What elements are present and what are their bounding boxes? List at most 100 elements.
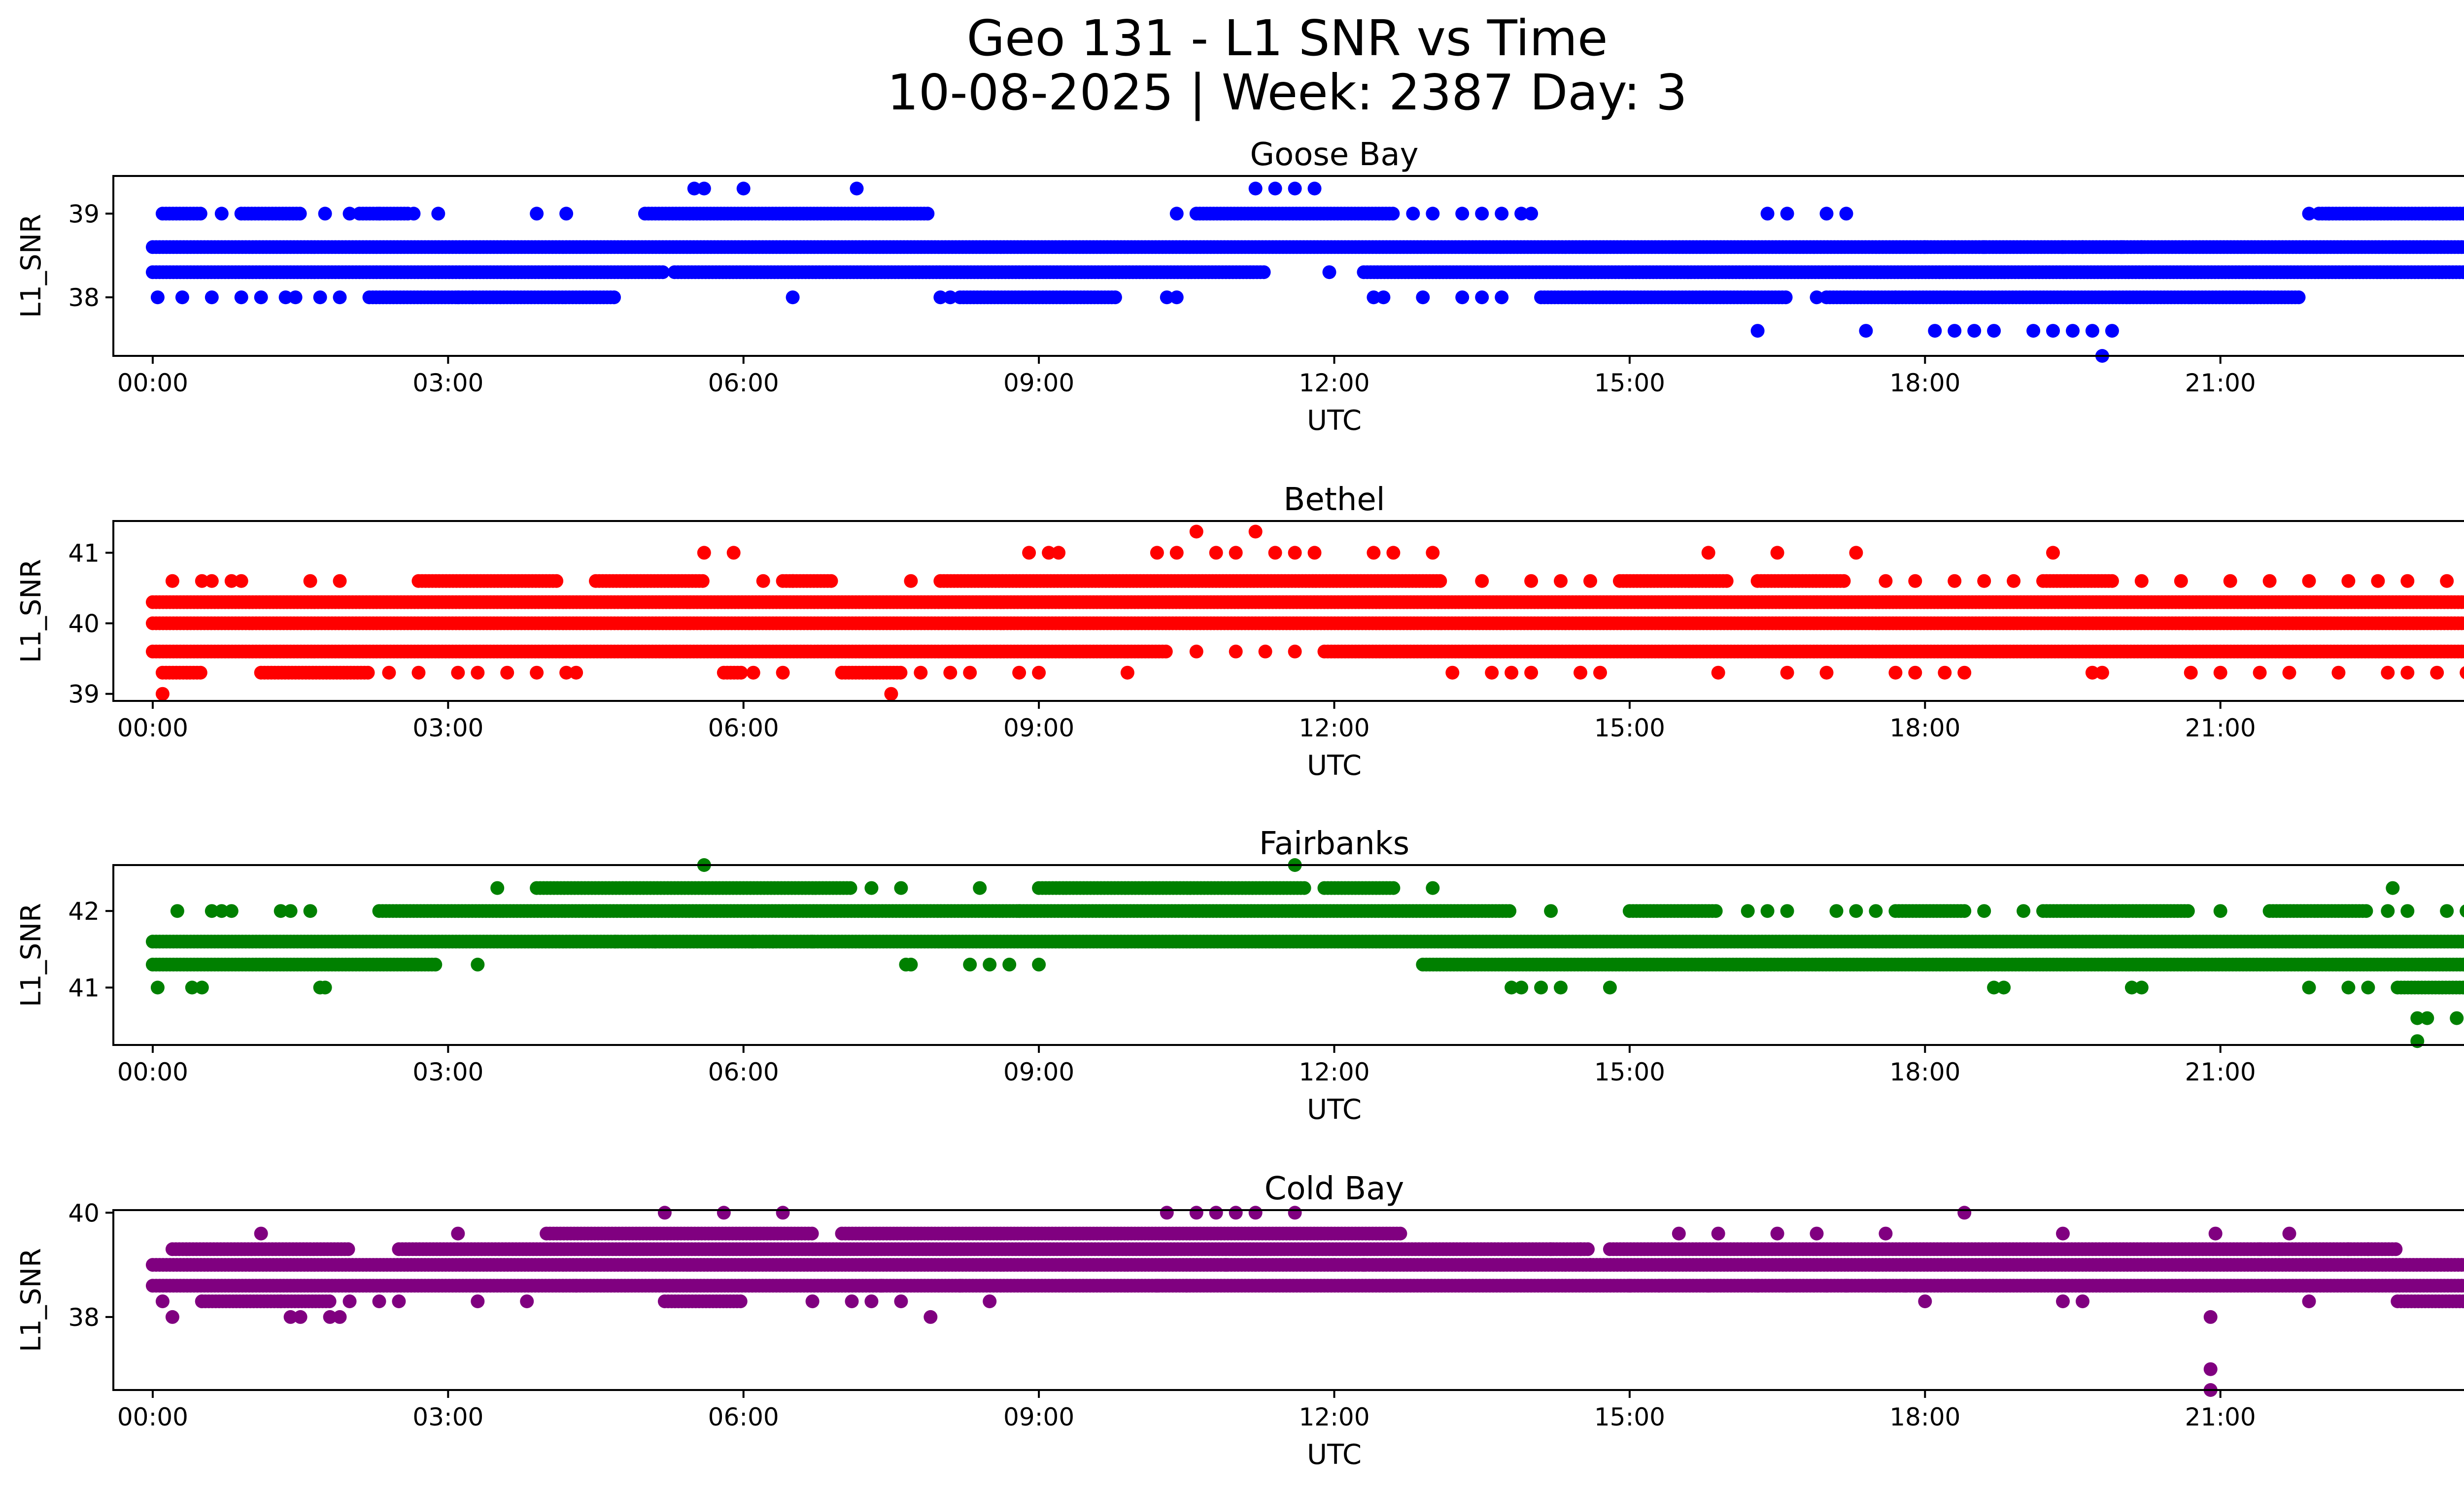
data-point: [2134, 240, 2149, 254]
data-point: [361, 665, 375, 680]
data-point: [1426, 546, 1440, 560]
data-point: [1288, 181, 1302, 196]
data-point: [850, 181, 864, 196]
data-point: [2292, 290, 2306, 305]
data-point: [695, 574, 710, 588]
data-point: [2381, 665, 2395, 680]
data-point: [1977, 240, 1991, 254]
data-point: [893, 665, 908, 680]
data-point: [1948, 240, 1962, 254]
y-tick-label: 41: [68, 539, 100, 567]
subplot-title: Fairbanks: [1259, 826, 1409, 862]
y-tick-label: 40: [68, 610, 100, 638]
data-point: [963, 665, 977, 680]
data-point: [1593, 665, 1607, 680]
data-point: [2302, 207, 2316, 221]
data-point: [1108, 290, 1122, 305]
data-point: [1159, 644, 1173, 659]
data-point: [2331, 665, 2346, 680]
data-points: [145, 524, 2464, 701]
data-point: [1307, 546, 1322, 560]
data-point: [1189, 524, 1203, 539]
data-point: [1012, 665, 1027, 680]
data-point: [2085, 324, 2099, 338]
x-tick-label: 12:00: [1299, 369, 1369, 397]
data-point: [1367, 546, 1381, 560]
axes-frame: [112, 520, 2464, 702]
data-point: [2262, 574, 2277, 588]
data-point: [2046, 546, 2060, 560]
data-point: [1386, 207, 1400, 221]
data-point: [1475, 574, 1489, 588]
data-point: [2302, 574, 2316, 588]
data-point: [333, 290, 347, 305]
data-point: [2223, 574, 2237, 588]
data-point: [1770, 546, 1784, 560]
data-point: [2213, 665, 2227, 680]
data-point: [471, 665, 485, 680]
x-tick-label: 12:00: [1299, 714, 1369, 742]
data-point: [697, 181, 711, 196]
data-point: [1780, 207, 1794, 221]
data-point: [1888, 665, 1903, 680]
figure-title-line2: 10-08-2025 | Week: 2387 Day: 3: [887, 64, 1687, 121]
x-tick-label: 09:00: [1003, 369, 1074, 397]
data-point: [1711, 665, 1725, 680]
data-point: [303, 574, 317, 588]
data-point: [697, 546, 711, 560]
data-point: [2007, 574, 2021, 588]
data-point: [884, 687, 898, 701]
y-axis-label: L1_SNR: [15, 559, 47, 663]
data-point: [313, 290, 327, 305]
data-point: [1032, 665, 1046, 680]
data-point: [1719, 574, 1734, 588]
data-point: [1524, 207, 1539, 221]
data-point: [2322, 207, 2336, 221]
data-point: [1052, 546, 1066, 560]
data-point: [2056, 240, 2070, 254]
data-point: [1248, 524, 1263, 539]
data-point: [1229, 546, 1243, 560]
data-point: [746, 665, 760, 680]
data-point: [1819, 665, 1834, 680]
data-point: [1505, 665, 1519, 680]
data-point: [1495, 290, 1509, 305]
data-point: [1780, 665, 1794, 680]
x-tick-label: 00:00: [117, 714, 188, 742]
data-point: [2115, 240, 2129, 254]
data-point: [1268, 181, 1282, 196]
data-point: [1987, 324, 2001, 338]
data-point: [2046, 324, 2060, 338]
data-point: [1574, 665, 1587, 680]
data-point: [1810, 290, 1824, 305]
data-point: [234, 574, 248, 588]
data-point: [1288, 644, 1302, 659]
data-point: [1189, 644, 1203, 659]
data-point: [165, 574, 179, 588]
data-point: [655, 265, 670, 279]
data-point: [2076, 240, 2089, 254]
data-point: [2282, 665, 2296, 680]
data-point: [2253, 665, 2267, 680]
data-point: [1406, 207, 1420, 221]
data-point: [2066, 324, 2080, 338]
data-point: [2105, 324, 2119, 338]
data-point: [1839, 207, 1853, 221]
data-point: [824, 574, 838, 588]
data-point: [1433, 574, 1447, 588]
data-point: [921, 207, 935, 221]
data-point: [914, 665, 928, 680]
data-point: [1859, 324, 1873, 338]
y-tick-label: 39: [68, 680, 100, 709]
data-point: [559, 207, 574, 221]
data-point: [1307, 181, 1322, 196]
x-tick-label: 03:00: [412, 714, 483, 742]
data-point: [2400, 574, 2415, 588]
data-point: [431, 207, 445, 221]
data-point: [2400, 665, 2415, 680]
data-point: [2026, 324, 2041, 338]
data-point: [1760, 207, 1775, 221]
